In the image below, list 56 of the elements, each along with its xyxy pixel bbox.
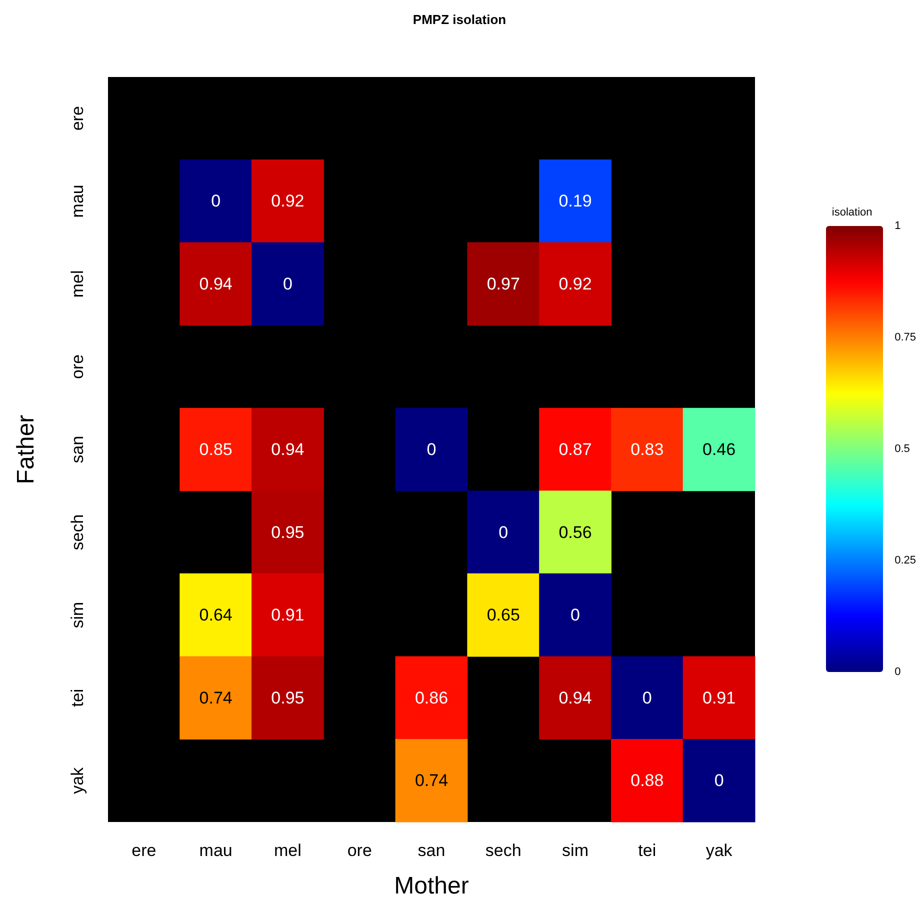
y-tick-label: yak xyxy=(68,766,87,794)
data-label: 0.91 xyxy=(702,688,736,708)
data-label: 0.95 xyxy=(271,522,304,542)
y-axis-title: Father xyxy=(12,414,40,484)
data-label: 0.74 xyxy=(199,688,232,708)
data-label: 0.91 xyxy=(271,606,304,625)
data-label: 0.86 xyxy=(414,688,448,708)
data-label: 0 xyxy=(211,192,221,211)
data-label: 0.94 xyxy=(558,688,592,708)
data-label: 0.88 xyxy=(630,771,664,790)
data-label: 0.95 xyxy=(271,688,304,708)
y-tick-label: mau xyxy=(68,184,87,218)
y-tick-label: san xyxy=(68,436,87,464)
x-tick-label: sech xyxy=(485,841,522,860)
data-label: 0 xyxy=(426,440,436,459)
data-label: 0.56 xyxy=(558,522,592,542)
data-label: 0.64 xyxy=(199,606,232,625)
x-tick-label: mau xyxy=(199,841,232,860)
x-tick-label: san xyxy=(418,841,446,860)
data-label: 0.97 xyxy=(486,274,520,294)
color-bar-title: isolation xyxy=(832,206,872,218)
data-label: 0.65 xyxy=(486,606,520,625)
y-tick-label: tei xyxy=(68,688,87,707)
y-tick-label: ore xyxy=(68,354,87,380)
x-tick-label: sim xyxy=(562,841,589,860)
color-bar-label: 0.5 xyxy=(894,443,910,455)
chart-title: PMPZ isolation xyxy=(412,12,506,27)
y-tick-label: ere xyxy=(68,106,87,131)
data-label: 0 xyxy=(498,522,508,542)
data-label: 0.19 xyxy=(558,192,592,211)
color-bar-label: 0.25 xyxy=(894,554,916,566)
x-axis-title: Mother xyxy=(394,872,469,900)
x-tick-label: mel xyxy=(274,841,302,860)
data-label: 0 xyxy=(642,688,652,708)
color-bar-label: 0.75 xyxy=(894,332,916,344)
data-label: 0.94 xyxy=(199,274,232,294)
color-bar-label: 1 xyxy=(894,220,901,232)
x-tick-label: yak xyxy=(706,841,733,860)
color-bar-label: 0 xyxy=(894,666,901,678)
data-label: 0.74 xyxy=(414,771,448,790)
data-label: 0.94 xyxy=(271,440,304,459)
data-label: 0.46 xyxy=(702,440,736,459)
x-tick-label: ore xyxy=(347,841,372,860)
data-label: 0.92 xyxy=(558,274,592,294)
data-label: 0 xyxy=(570,606,580,625)
data-label: 0.85 xyxy=(199,440,232,459)
data-label: 0.83 xyxy=(630,440,664,459)
x-tick-label: ere xyxy=(132,841,156,860)
y-tick-label: sim xyxy=(68,602,87,628)
x-tick-label: tei xyxy=(638,841,656,860)
data-label: 0 xyxy=(714,771,724,790)
data-label: 0 xyxy=(282,274,292,294)
y-tick-label: mel xyxy=(68,270,87,298)
data-label: 0.87 xyxy=(558,440,592,459)
y-tick-label: sech xyxy=(68,514,87,550)
data-label: 0.92 xyxy=(271,192,304,211)
